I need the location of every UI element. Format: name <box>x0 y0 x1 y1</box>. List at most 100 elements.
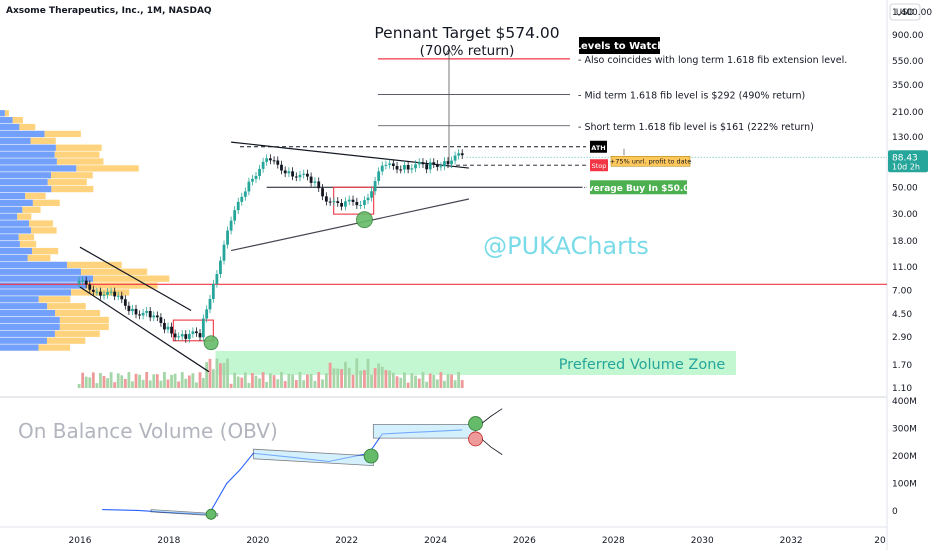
volume-profile-row-buy <box>0 227 32 234</box>
obv-channel-2023 <box>372 423 476 439</box>
volume-bar <box>403 372 406 388</box>
level-note-long-term: - Also coincides with long term 1.618 fi… <box>578 55 847 66</box>
ath-badge <box>590 140 607 153</box>
volume-profile-row-sell <box>59 323 109 331</box>
volume-profile-row-buy <box>0 151 55 158</box>
stop-label: Stop <box>592 162 607 170</box>
price-axis-tick: 130.00 <box>892 133 924 143</box>
candle-body <box>432 162 436 165</box>
candle-body <box>240 196 244 202</box>
candle-body <box>131 308 134 312</box>
candle-body <box>120 295 124 300</box>
volume-profile-row-buy <box>0 282 87 289</box>
price-axis-tick: 11.00 <box>892 263 918 273</box>
volume-bar <box>417 378 421 388</box>
candle-body <box>417 162 421 165</box>
pennant-target-title: Pennant Target $574.00 <box>374 24 559 42</box>
profit-badge <box>610 155 691 167</box>
volume-bar <box>377 363 381 388</box>
candle-body <box>195 331 198 334</box>
obv-bear-arrow <box>481 439 503 455</box>
volume-profile-row-buy <box>0 213 18 220</box>
candle-body <box>340 203 343 207</box>
time-axis-tick: 2030 <box>691 536 714 546</box>
volume-profile-row-buy <box>0 144 56 151</box>
volume-bar <box>251 373 254 388</box>
candle-body <box>276 160 280 165</box>
volume-bar <box>247 382 251 388</box>
volume-profile-row-sell <box>27 254 51 262</box>
volume-profile-row-buy <box>0 323 60 331</box>
obv-axis-tick: 300M <box>892 425 917 435</box>
volume-profile-row-buy <box>0 123 20 131</box>
last-price-countdown: 10d 2h <box>892 162 920 171</box>
volume-bar <box>399 377 403 388</box>
volume-profile-row-buy <box>0 337 47 344</box>
volume-profile-row-sell <box>51 172 93 179</box>
time-axis-tick: 2028 <box>602 536 625 546</box>
volume-bar <box>391 372 395 388</box>
candle-body <box>384 164 388 166</box>
profit-label: +75% unrl. profit to date <box>610 158 691 166</box>
volume-profile-row-sell <box>29 220 53 227</box>
volume-profile-row-buy <box>0 344 39 351</box>
pennant-target-return: (700% return) <box>420 43 515 59</box>
price-axis-tick: 4.50 <box>892 310 912 320</box>
candle-body <box>457 153 461 156</box>
volume-profile-row-sell <box>12 117 23 124</box>
level-note-mid-term: - Mid term 1.618 fib level is $292 (490%… <box>578 90 805 101</box>
time-axis-tick: 2024 <box>424 536 447 546</box>
volume-profile-row-buy <box>0 296 39 303</box>
volume-bar <box>321 379 324 388</box>
price-axis-tick: 18.00 <box>892 237 918 247</box>
last-price-badge <box>888 150 928 173</box>
volume-profile-row-sell <box>86 282 158 289</box>
candle-body <box>261 161 265 169</box>
candle-body <box>152 315 156 318</box>
candle-body <box>321 188 324 197</box>
volume-profile-row-buy <box>0 172 52 179</box>
candle-body <box>283 170 287 174</box>
candle-body <box>198 333 202 338</box>
candle-body <box>302 173 306 175</box>
volume-profile <box>0 110 170 351</box>
volume-bar <box>222 362 226 388</box>
candle-body <box>113 291 117 297</box>
accumulation-box-2018 <box>172 319 214 342</box>
volume-profile-row-buy <box>0 192 26 200</box>
watermark: @PUKACharts <box>483 232 649 260</box>
price-axis-tick: 210.00 <box>892 108 924 118</box>
candle-body <box>233 210 237 221</box>
candle-body <box>222 244 226 261</box>
volume-profile-row-sell <box>44 130 81 138</box>
candle-body <box>134 308 138 315</box>
obv-bull-arrow <box>481 408 503 424</box>
candle-body <box>116 295 120 297</box>
symbol-title: Axsome Therapeutics, Inc., 1M, NASDAQ <box>6 6 212 16</box>
volume-profile-row-buy <box>0 254 28 262</box>
last-price-value: 88.43 <box>892 153 918 163</box>
volume-profile-row-buy <box>0 220 30 227</box>
volume-profile-row-buy <box>0 289 72 296</box>
volume-profile-row-sell <box>4 110 9 117</box>
volume-profile-row-buy <box>0 179 48 186</box>
volume-bar <box>120 375 124 388</box>
candle-body <box>309 176 313 183</box>
volume-bar <box>287 373 291 388</box>
price-axis-tick: 50.00 <box>892 183 918 193</box>
levels-to-watch-label: Levels to Watch <box>575 41 665 52</box>
candle-body <box>208 298 212 310</box>
volume-bar <box>384 370 388 388</box>
volume-profile-row-sell <box>47 179 87 186</box>
candle-body <box>403 165 406 170</box>
volume-bar <box>134 373 138 388</box>
candle-body <box>324 196 328 202</box>
volume-profile-row-sell <box>76 165 139 172</box>
obv-axis-tick: 400M <box>892 397 917 407</box>
volume-bar <box>359 370 363 388</box>
volume-bar <box>450 374 453 388</box>
volume-bar <box>219 363 222 388</box>
time-axis-tick: 2020 <box>246 536 269 546</box>
candle-body <box>205 309 209 319</box>
currency-box[interactable] <box>889 3 921 21</box>
